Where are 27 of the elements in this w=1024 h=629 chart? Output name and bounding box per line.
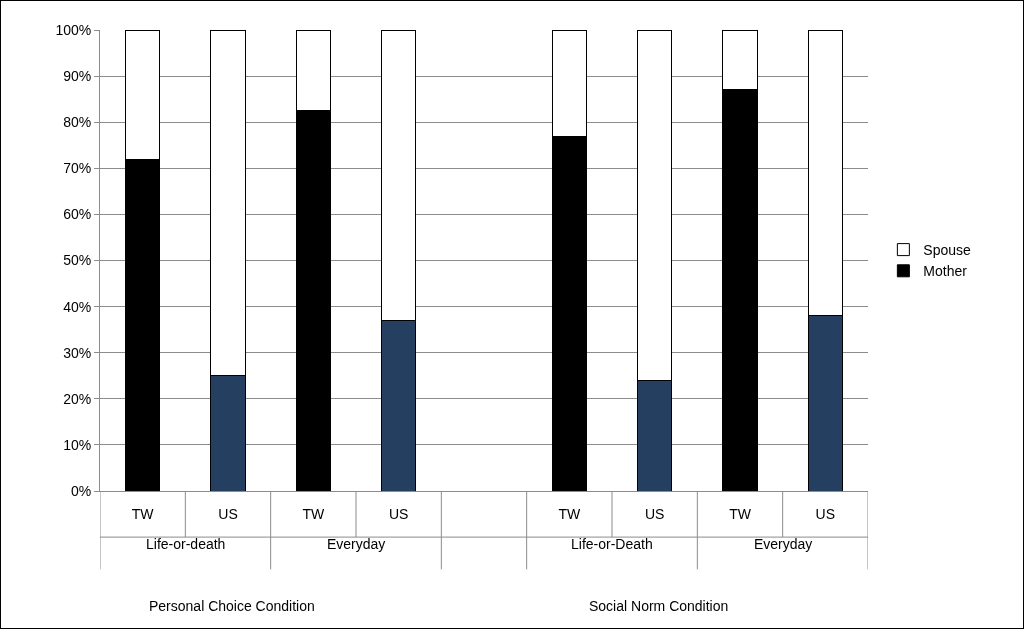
y-tick-label: 30% (63, 344, 92, 361)
y-tick-label: 80% (63, 114, 92, 131)
y-tick-label: 50% (63, 252, 92, 269)
text: Life-or-Death (571, 536, 653, 552)
y-tick-label: 90% (63, 68, 92, 84)
x-tick-label: US (815, 505, 836, 522)
legend-label: Spouse (923, 242, 972, 259)
legend-label: Mother (923, 263, 968, 280)
x-tick-label: US (644, 505, 665, 522)
x-tick-label: TW (131, 505, 155, 522)
x-tick-label: TW (302, 505, 325, 522)
text: Social Norm Condition (589, 598, 729, 614)
text: Everyday (327, 536, 386, 552)
y-tick-label: 20% (63, 390, 92, 407)
x-tick-label: US (218, 505, 238, 522)
text: Life-or-death (146, 536, 226, 552)
y-tick-label: 40% (63, 298, 92, 315)
text: Personal Choice Condition (149, 598, 315, 614)
y-tick-label: 60% (63, 206, 92, 223)
x-tick-label: US (388, 505, 409, 522)
text: Everyday (754, 536, 813, 552)
y-tick-label: 10% (63, 436, 92, 453)
x-tick-label: TW (558, 505, 581, 522)
y-tick-label: 100% (55, 21, 92, 38)
y-tick-label: 0% (70, 482, 92, 499)
x-tick-label: TW (729, 505, 752, 522)
y-tick-label: 70% (63, 160, 92, 177)
